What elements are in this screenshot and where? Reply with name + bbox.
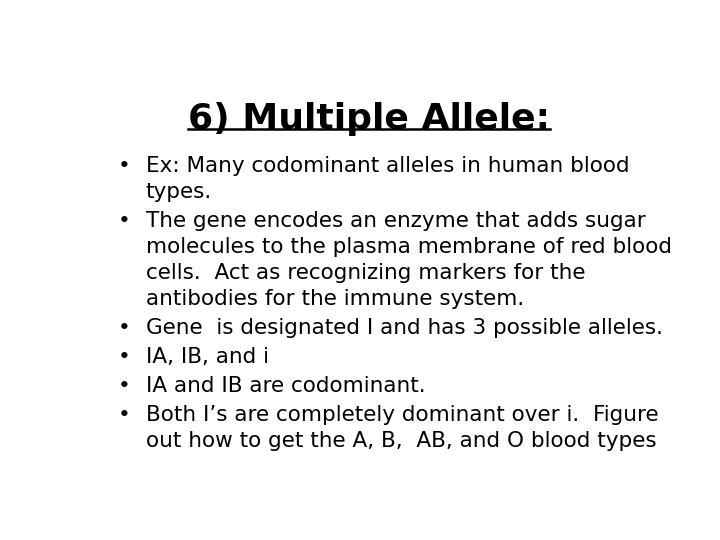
Text: types.: types. xyxy=(145,182,212,202)
Text: The gene encodes an enzyme that adds sugar: The gene encodes an enzyme that adds sug… xyxy=(145,211,646,231)
Text: IA and IB are codominant.: IA and IB are codominant. xyxy=(145,376,426,396)
Text: •: • xyxy=(118,376,130,396)
Text: molecules to the plasma membrane of red blood: molecules to the plasma membrane of red … xyxy=(145,237,672,257)
Text: antibodies for the immune system.: antibodies for the immune system. xyxy=(145,288,524,308)
Text: out how to get the A, B,  AB, and O blood types: out how to get the A, B, AB, and O blood… xyxy=(145,431,657,451)
Text: Gene  is designated I and has 3 possible alleles.: Gene is designated I and has 3 possible … xyxy=(145,318,663,338)
Text: •: • xyxy=(118,211,130,231)
Text: •: • xyxy=(118,156,130,176)
Text: 6) Multiple Allele:: 6) Multiple Allele: xyxy=(188,102,550,136)
Text: Ex: Many codominant alleles in human blood: Ex: Many codominant alleles in human blo… xyxy=(145,156,629,176)
Text: •: • xyxy=(118,318,130,338)
Text: cells.  Act as recognizing markers for the: cells. Act as recognizing markers for th… xyxy=(145,263,585,283)
Text: •: • xyxy=(118,347,130,367)
Text: Both I’s are completely dominant over i.  Figure: Both I’s are completely dominant over i.… xyxy=(145,405,658,425)
Text: IA, IB, and i: IA, IB, and i xyxy=(145,347,269,367)
Text: •: • xyxy=(118,405,130,425)
